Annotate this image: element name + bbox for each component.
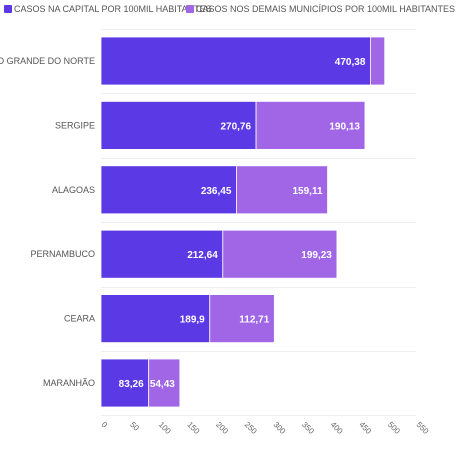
category-label: ALAGOAS bbox=[52, 185, 95, 195]
bars: 470,38 270,76 190,13 236,45 159,11 212,64 199,… bbox=[100, 36, 386, 408]
bar-segment[interactable] bbox=[369, 36, 386, 86]
legend-swatch-demais bbox=[186, 5, 194, 13]
legend: CASOS NA CAPITAL POR 100MIL HABITANTES C… bbox=[4, 4, 455, 14]
data-label: 83,26 bbox=[119, 379, 144, 390]
bar-segment[interactable] bbox=[100, 358, 150, 408]
x-tick-label: 550 bbox=[415, 420, 431, 436]
x-tick-label: 300 bbox=[271, 420, 287, 436]
data-label: 189,9 bbox=[180, 315, 205, 326]
x-tick-label: 450 bbox=[357, 420, 373, 436]
data-label: 199,23 bbox=[301, 250, 332, 261]
data-label: 270,76 bbox=[220, 121, 251, 132]
x-tick-label: 250 bbox=[243, 420, 259, 436]
bar-segment[interactable] bbox=[100, 36, 371, 86]
category-label: MARANHÃO bbox=[43, 378, 95, 388]
bar-segment[interactable] bbox=[100, 165, 237, 215]
data-label: 112,71 bbox=[239, 315, 269, 326]
data-label: 470,38 bbox=[335, 57, 366, 68]
category-label: RIO GRANDE DO NORTE bbox=[0, 56, 95, 66]
x-tick-label: 0 bbox=[100, 420, 110, 430]
category-label: CEARA bbox=[64, 314, 95, 324]
x-tick-label: 500 bbox=[386, 420, 402, 436]
category-label: SERGIPE bbox=[55, 120, 95, 130]
x-tick-label: 150 bbox=[185, 420, 201, 436]
x-tick-label: 400 bbox=[329, 420, 345, 436]
bar-segment[interactable] bbox=[100, 294, 211, 344]
bar-segment[interactable] bbox=[255, 101, 366, 150]
gridlines bbox=[101, 29, 416, 416]
x-tick-label: 50 bbox=[128, 420, 141, 433]
x-tick-label: 100 bbox=[157, 420, 173, 436]
data-label: 159,11 bbox=[293, 186, 323, 197]
bar-segment[interactable] bbox=[236, 165, 328, 215]
category-labels: RIO GRANDE DO NORTE SERGIPE ALAGOAS PERNAMB… bbox=[0, 56, 95, 388]
x-axis-ticks: 0 50 100 150 200 250 300 350 400 450 500 550 bbox=[100, 420, 431, 436]
bar-segment[interactable] bbox=[222, 229, 338, 279]
x-tick-label: 200 bbox=[214, 420, 230, 436]
data-label: 212,64 bbox=[187, 250, 218, 261]
category-label: PERNAMBUCO bbox=[30, 249, 95, 259]
legend-label-demais[interactable]: CASOS NOS DEMAIS MUNICÍPIOS POR 100MIL H… bbox=[196, 4, 455, 14]
data-label: 190,13 bbox=[329, 121, 360, 132]
data-label: 54,43 bbox=[150, 379, 175, 390]
data-label: 236,45 bbox=[201, 186, 232, 197]
bar-segment[interactable] bbox=[209, 294, 275, 344]
x-tick-label: 350 bbox=[300, 420, 316, 436]
legend-swatch-capital bbox=[4, 5, 12, 13]
legend-label-capital[interactable]: CASOS NA CAPITAL POR 100MIL HABITANTES bbox=[14, 4, 212, 14]
bar-segment[interactable] bbox=[100, 229, 224, 279]
bar-segment[interactable] bbox=[148, 358, 181, 408]
